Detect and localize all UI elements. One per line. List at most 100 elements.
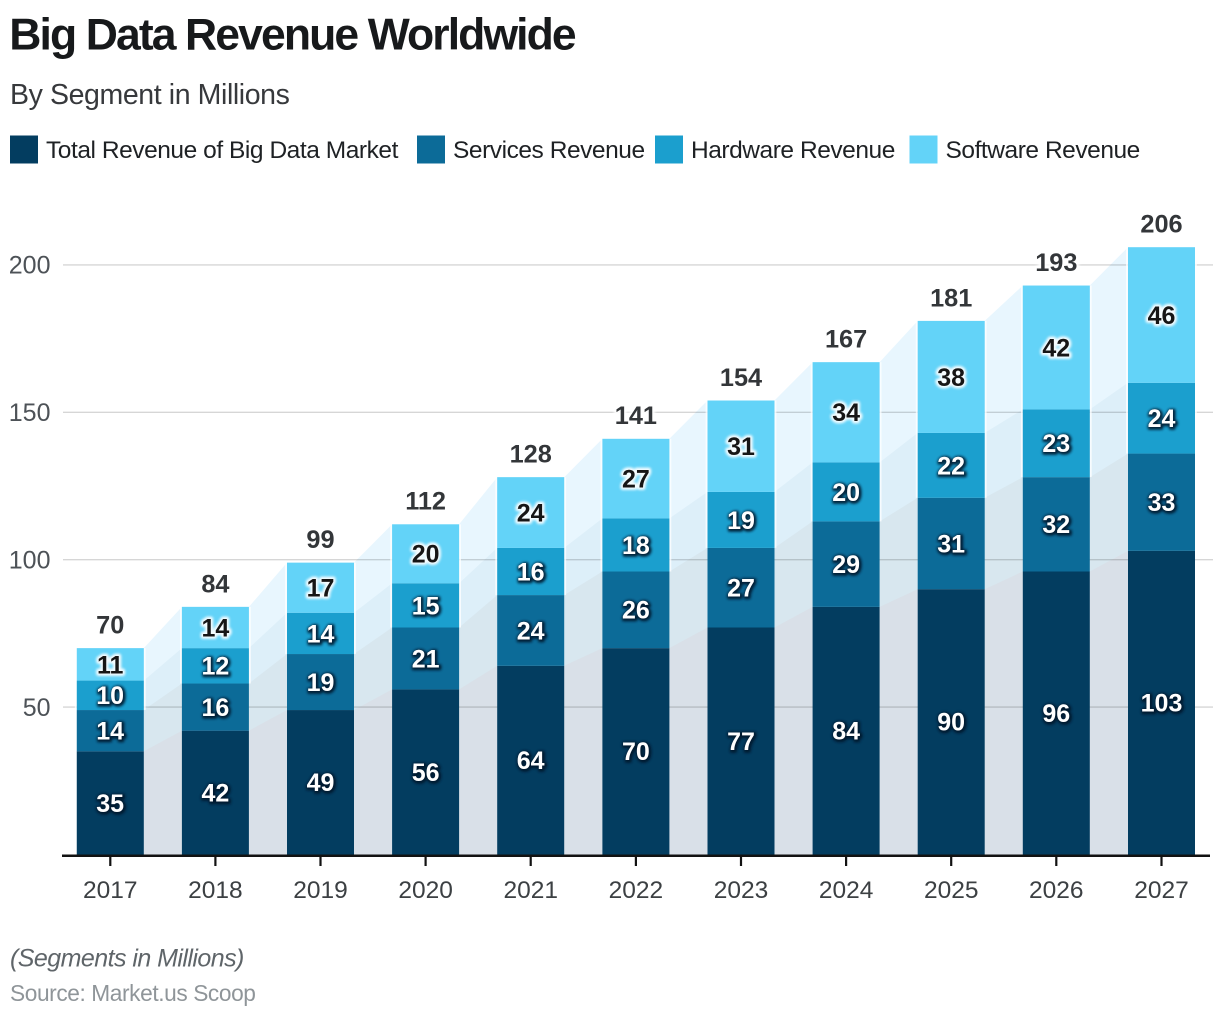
svg-text:181: 181 (930, 284, 972, 312)
svg-text:15: 15 (413, 593, 441, 621)
svg-text:2018: 2018 (188, 877, 243, 904)
svg-text:2023: 2023 (714, 877, 769, 904)
svg-text:42: 42 (201, 780, 229, 808)
svg-text:By Segment in Millions: By Segment in Millions (10, 79, 290, 111)
svg-text:21: 21 (413, 646, 441, 674)
svg-text:16: 16 (518, 559, 546, 587)
svg-text:154: 154 (720, 364, 762, 392)
svg-text:38: 38 (937, 364, 965, 392)
svg-text:19: 19 (307, 669, 335, 697)
svg-text:27: 27 (622, 466, 650, 494)
svg-text:31: 31 (727, 433, 755, 461)
svg-text:70: 70 (96, 612, 124, 640)
svg-text:56: 56 (412, 759, 440, 787)
svg-text:96: 96 (1042, 700, 1070, 728)
svg-text:27: 27 (728, 576, 756, 604)
svg-text:200: 200 (9, 252, 51, 280)
svg-text:19: 19 (727, 507, 755, 535)
svg-text:26: 26 (623, 598, 651, 626)
svg-text:84: 84 (201, 570, 229, 598)
svg-text:16: 16 (517, 558, 545, 586)
svg-text:42: 42 (1042, 334, 1070, 362)
svg-text:141: 141 (615, 402, 657, 430)
svg-text:2019: 2019 (293, 877, 348, 904)
svg-text:99: 99 (306, 526, 334, 554)
svg-text:Source: Market.us Scoop: Source: Market.us Scoop (10, 980, 256, 1006)
svg-text:150: 150 (9, 399, 51, 427)
svg-text:128: 128 (510, 441, 552, 469)
svg-text:27: 27 (727, 575, 755, 603)
svg-text:21: 21 (412, 645, 440, 673)
svg-text:112: 112 (405, 488, 446, 516)
svg-text:14: 14 (307, 621, 335, 649)
svg-text:84: 84 (833, 719, 861, 747)
svg-text:50: 50 (23, 694, 51, 722)
svg-text:100: 100 (9, 547, 51, 575)
svg-text:14: 14 (96, 718, 124, 746)
svg-text:141: 141 (615, 402, 657, 430)
svg-text:46: 46 (1148, 302, 1176, 330)
svg-text:77: 77 (728, 729, 756, 757)
svg-text:84: 84 (832, 718, 860, 746)
svg-text:20: 20 (833, 480, 861, 508)
svg-text:70: 70 (622, 738, 650, 766)
svg-text:64: 64 (518, 748, 546, 776)
svg-text:10: 10 (97, 683, 125, 711)
svg-text:20: 20 (412, 541, 440, 569)
svg-text:29: 29 (832, 551, 860, 579)
svg-text:35: 35 (96, 790, 124, 818)
svg-text:35: 35 (97, 791, 125, 819)
svg-text:206: 206 (1140, 211, 1182, 239)
svg-text:112: 112 (405, 488, 446, 516)
svg-text:193: 193 (1035, 249, 1077, 277)
svg-text:23: 23 (1043, 431, 1071, 459)
svg-text:(Segments in Millions): (Segments in Millions) (10, 945, 244, 973)
svg-text:70: 70 (623, 739, 651, 767)
svg-text:24: 24 (518, 618, 546, 646)
svg-text:14: 14 (307, 620, 335, 648)
svg-text:27: 27 (622, 466, 650, 494)
svg-text:10: 10 (96, 682, 124, 710)
svg-text:24: 24 (517, 617, 545, 645)
svg-text:2020: 2020 (398, 877, 453, 904)
svg-text:33: 33 (1148, 489, 1176, 517)
svg-text:34: 34 (832, 399, 860, 427)
svg-text:18: 18 (623, 533, 651, 561)
svg-text:16: 16 (202, 695, 230, 723)
svg-text:19: 19 (728, 508, 756, 536)
svg-text:11: 11 (97, 651, 124, 679)
svg-text:49: 49 (307, 770, 335, 798)
svg-text:70: 70 (96, 612, 124, 640)
svg-text:103: 103 (1142, 691, 1184, 719)
svg-text:15: 15 (412, 592, 440, 620)
svg-text:77: 77 (727, 728, 755, 756)
svg-text:24: 24 (517, 499, 545, 527)
svg-text:128: 128 (510, 441, 552, 469)
svg-text:49: 49 (307, 769, 335, 797)
svg-text:32: 32 (1042, 511, 1070, 539)
svg-text:2025: 2025 (924, 877, 979, 904)
svg-text:2017: 2017 (83, 877, 138, 904)
svg-text:29: 29 (833, 552, 861, 580)
svg-text:11: 11 (97, 651, 124, 679)
svg-text:64: 64 (517, 747, 545, 775)
svg-text:17: 17 (307, 575, 335, 603)
svg-text:167: 167 (825, 326, 867, 354)
svg-text:31: 31 (938, 531, 966, 559)
svg-text:167: 167 (825, 326, 867, 354)
svg-text:24: 24 (517, 499, 545, 527)
svg-text:33: 33 (1148, 490, 1176, 518)
svg-text:Software Revenue: Software Revenue (946, 137, 1140, 164)
svg-text:84: 84 (201, 570, 229, 598)
svg-text:14: 14 (201, 614, 229, 642)
svg-text:99: 99 (306, 526, 334, 554)
svg-text:2024: 2024 (819, 877, 874, 904)
svg-text:31: 31 (937, 530, 965, 558)
svg-text:103: 103 (1141, 690, 1183, 718)
svg-text:42: 42 (1042, 334, 1070, 362)
svg-text:96: 96 (1043, 701, 1071, 729)
svg-text:Hardware Revenue: Hardware Revenue (691, 137, 895, 164)
svg-text:154: 154 (720, 364, 762, 392)
svg-text:34: 34 (832, 399, 860, 427)
svg-text:206: 206 (1140, 211, 1182, 239)
